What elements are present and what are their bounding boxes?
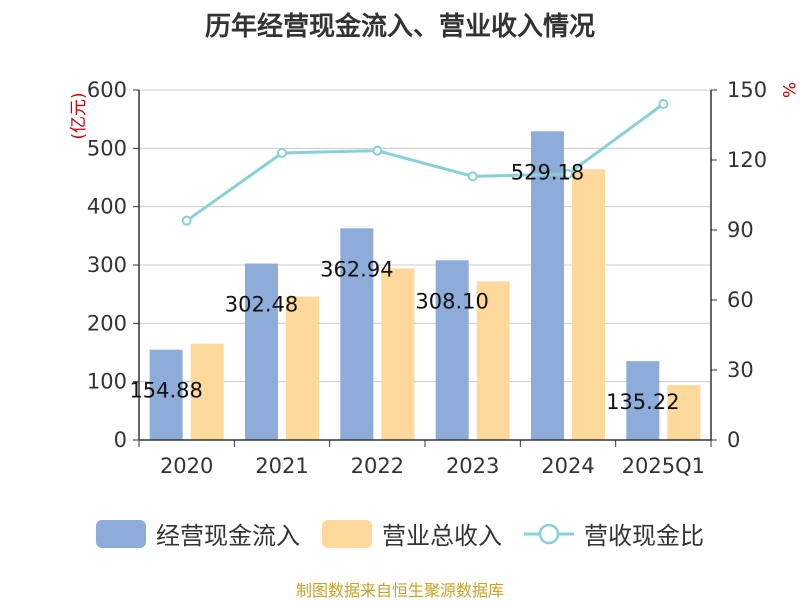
x-tick-label: 2025Q1	[622, 454, 705, 478]
bar-cash-inflow-2024	[531, 131, 564, 441]
x-tick-label: 2021	[255, 454, 308, 478]
source-note: 制图数据来自恒生聚源数据库	[295, 581, 504, 600]
y-right-tick-label: 60	[727, 288, 754, 312]
data-label-cash-inflow: 302.48	[225, 293, 298, 317]
legend-label-revenue: 营业总收入	[382, 522, 502, 550]
y-right-tick-label: 30	[727, 358, 754, 382]
bar-revenue-2023	[476, 281, 510, 440]
bar-cash-inflow-2022	[340, 228, 374, 440]
ratio-point-2025Q1	[658, 99, 669, 109]
y-right-tick-label: 120	[727, 148, 767, 172]
bar-cash-inflow-2023	[435, 260, 469, 440]
legend-label-ratio: 营收现金比	[584, 522, 704, 550]
bar-revenue-2022	[381, 268, 415, 440]
bar-revenue-2021	[286, 296, 319, 440]
x-tick-label: 2022	[351, 454, 404, 478]
y-right-tick-label: 90	[727, 218, 754, 242]
legend-swatch-cash-inflow	[96, 519, 146, 548]
data-label-cash-inflow: 154.88	[129, 379, 202, 403]
y-left-tick-label: 200	[87, 311, 127, 335]
legend-ratio-marker	[538, 523, 560, 544]
ratio-point-2021	[277, 148, 287, 158]
legend-item-revenue[interactable]: 营业总收入	[322, 516, 502, 551]
y-right-tick-label: 150	[727, 78, 767, 102]
y-left-tick-label: 500	[87, 136, 127, 160]
y-left-tick-label: 600	[87, 78, 127, 102]
ratio-point-2023	[467, 171, 478, 182]
x-tick-label: 2023	[446, 454, 499, 478]
ratio-point-2024	[563, 169, 573, 179]
data-label-cash-inflow: 362.94	[320, 257, 393, 281]
legend-item-ratio[interactable]: 营收现金比	[524, 516, 704, 551]
data-label-cash-inflow: 135.22	[606, 390, 679, 414]
y-left-tick-label: 100	[87, 370, 127, 394]
bar-cash-inflow-2020	[149, 349, 183, 440]
bar-cash-inflow-2025Q1	[626, 361, 660, 440]
bar-revenue-2024	[572, 169, 605, 441]
legend: 经营现金流入 营业总收入 营收现金比	[0, 516, 800, 551]
y-right-axis-label: %	[778, 82, 798, 98]
y-left-tick-label: 0	[114, 428, 127, 452]
data-label-cash-inflow: 308.10	[415, 289, 488, 313]
x-tick-label: 2020	[160, 454, 213, 478]
y-right-tick-label: 0	[727, 428, 740, 452]
legend-item-cash-inflow[interactable]: 经营现金流入	[96, 516, 300, 551]
y-left-axis-label: (亿元)	[69, 92, 89, 139]
ratio-point-2022	[372, 145, 383, 156]
y-left-tick-label: 300	[87, 253, 127, 277]
bar-revenue-2025Q1	[667, 385, 701, 440]
bar-cash-inflow-2021	[245, 263, 278, 440]
legend-swatch-revenue	[322, 519, 372, 548]
x-tick-label: 2024	[541, 454, 594, 478]
chart-title: 历年经营现金流入、营业收入情况	[204, 12, 595, 42]
ratio-point-2020	[181, 215, 192, 226]
legend-label-cash-inflow: 经营现金流入	[156, 522, 300, 550]
bar-revenue-2020	[190, 343, 224, 440]
ratio-line	[185, 102, 665, 222]
data-label-cash-inflow: 529.18	[511, 160, 584, 184]
legend-swatch-ratio	[524, 523, 574, 544]
y-left-tick-label: 400	[87, 195, 127, 219]
